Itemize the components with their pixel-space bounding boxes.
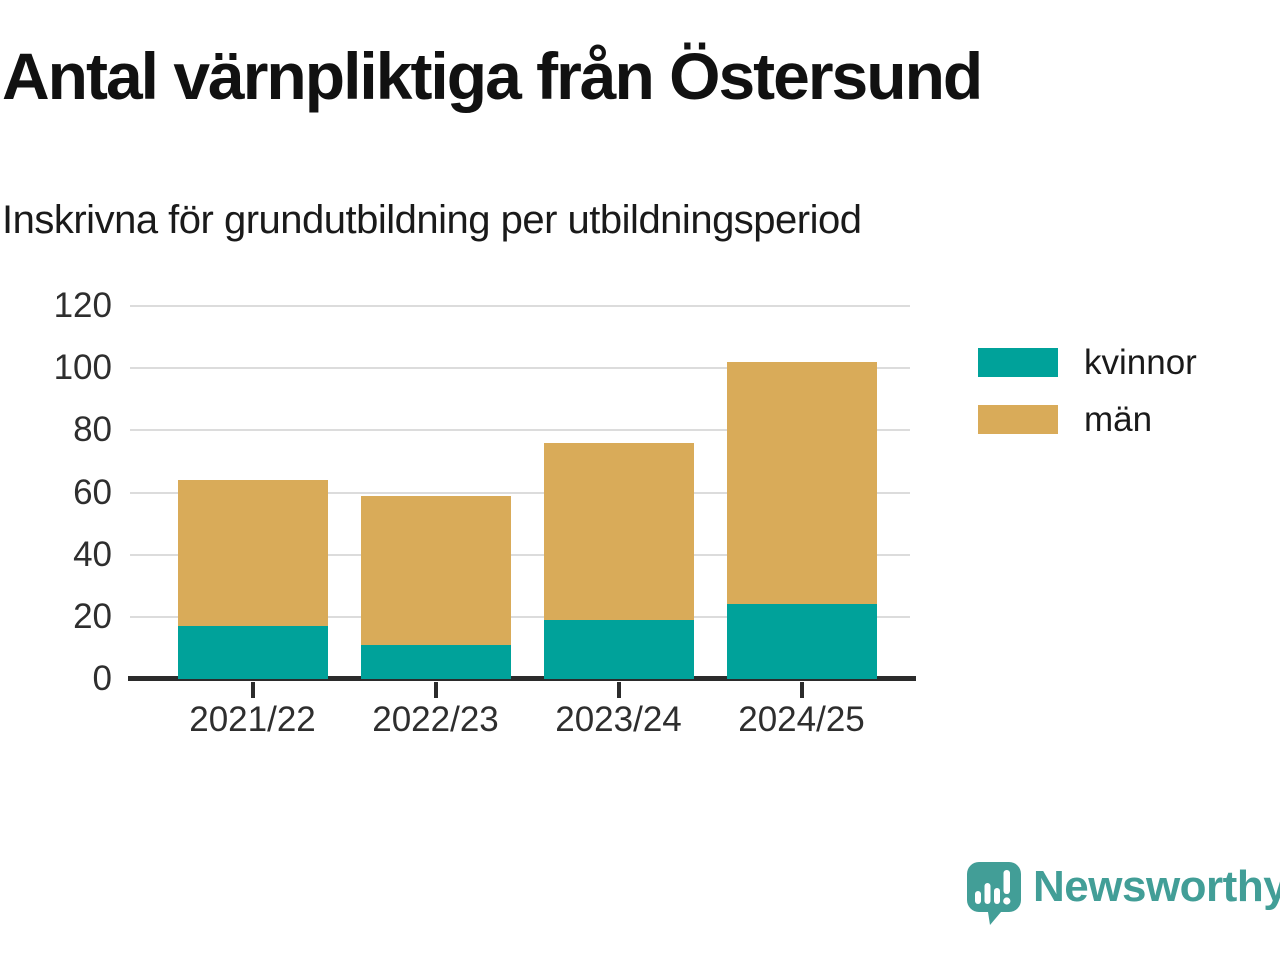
brand-name: Newsworthy xyxy=(1033,862,1280,911)
y-tick-label-60: 60 xyxy=(73,472,112,512)
gridline-120 xyxy=(130,305,910,307)
gridline-60 xyxy=(130,491,910,494)
bar-segment-män-2023/24 xyxy=(543,442,694,620)
x-tick-2022/23 xyxy=(433,682,438,698)
legend-swatch-kvinnor xyxy=(978,348,1058,377)
y-tick-label-40: 40 xyxy=(73,534,112,574)
chart-title: Antal värnpliktiga från Östersund xyxy=(2,39,983,113)
y-tick-label-20: 20 xyxy=(73,596,112,636)
newsworthy-logo-icon xyxy=(967,862,1021,925)
gridline-80 xyxy=(130,429,910,432)
x-tick-2021/22 xyxy=(250,682,255,698)
gridline-100 xyxy=(130,367,910,370)
y-tick-label-120: 120 xyxy=(53,286,112,325)
legend-label-kvinnor: kvinnor xyxy=(1084,342,1197,382)
bar-stack-2022/23 xyxy=(360,306,511,679)
y-tick-label-0: 0 xyxy=(92,659,112,698)
chart-subtitle: Inskrivna för grundutbildning per utbild… xyxy=(2,198,862,242)
bar-segment-män-2021/22 xyxy=(177,480,328,627)
bar-segment-kvinnor-2021/22 xyxy=(177,626,328,679)
legend: kvinnor män xyxy=(978,342,1197,458)
bar-stack-2024/25 xyxy=(726,306,877,679)
x-tick-2024/25 xyxy=(799,682,804,698)
bar-segment-kvinnor-2022/23 xyxy=(360,644,511,679)
bar-stack-2023/24 xyxy=(543,306,694,679)
y-tick-label-80: 80 xyxy=(73,410,112,450)
x-axis-line xyxy=(128,676,916,681)
legend-item-kvinnor: kvinnor xyxy=(978,342,1197,382)
bar-segment-kvinnor-2023/24 xyxy=(543,619,694,679)
legend-label-man: män xyxy=(1084,399,1153,439)
x-tick-label-2021/22: 2021/22 xyxy=(189,700,316,739)
x-tick-label-2024/25: 2024/25 xyxy=(738,700,865,739)
bar-stack-2021/22 xyxy=(177,306,328,679)
bar-segment-män-2022/23 xyxy=(360,495,511,645)
y-tick-label-100: 100 xyxy=(53,348,112,388)
bar-segment-män-2024/25 xyxy=(726,361,877,605)
legend-item-man: män xyxy=(978,399,1197,439)
gridline-20 xyxy=(130,615,910,618)
x-tick-2023/24 xyxy=(616,682,621,698)
legend-swatch-man xyxy=(978,405,1058,434)
brand-footer: Newsworthy xyxy=(963,860,1280,926)
plot-area: 0 20 40 60 80 100 120 2021/22 2022/23 2023/24 2024… xyxy=(54,286,916,739)
bar-segment-kvinnor-2024/25 xyxy=(726,604,877,679)
x-tick-label-2022/23: 2022/23 xyxy=(372,700,499,739)
gridline-40 xyxy=(130,553,910,556)
x-tick-label-2023/24: 2023/24 xyxy=(555,700,682,739)
